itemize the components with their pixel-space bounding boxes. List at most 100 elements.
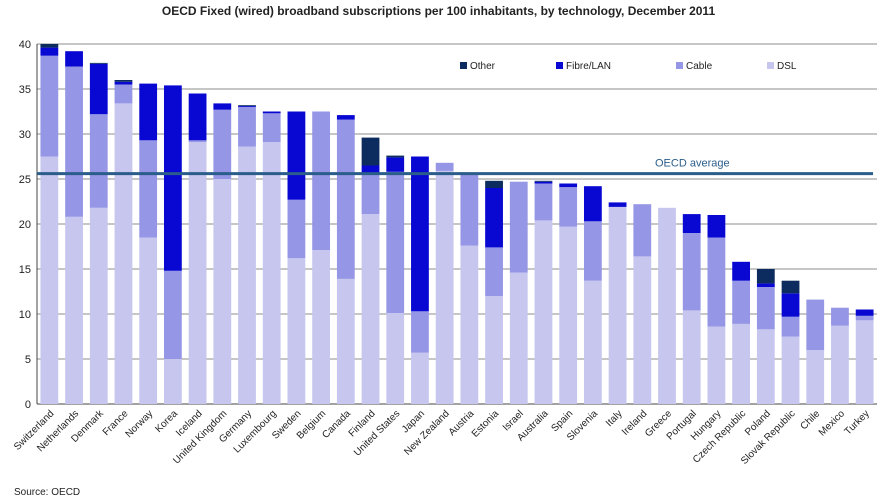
bar-segment <box>534 183 553 221</box>
bar-segment <box>781 293 800 317</box>
bar-segment <box>89 207 108 404</box>
bar-segment <box>707 215 726 238</box>
bar-segment <box>460 245 479 404</box>
legend-swatch <box>767 62 774 69</box>
bar-segment <box>435 170 454 404</box>
bar-segment <box>139 83 158 141</box>
bar-segment <box>89 62 108 64</box>
x-tick-label: Mexico <box>817 408 847 438</box>
bar-segment <box>386 171 405 314</box>
bar-segment <box>361 137 380 166</box>
bar-segment <box>460 172 479 246</box>
bar-segment <box>262 113 281 143</box>
y-tick-label: 20 <box>19 219 31 231</box>
bar-segment <box>386 157 405 172</box>
bar-segment <box>756 269 775 284</box>
bar-segment <box>756 283 775 287</box>
legend-swatch <box>460 62 467 69</box>
bar-segment <box>781 336 800 404</box>
bar-segment <box>608 202 627 207</box>
bar-segment <box>806 350 825 404</box>
bar-segment <box>40 55 59 157</box>
bar-segment <box>336 278 355 404</box>
bar-segment <box>163 270 182 359</box>
y-tick-label: 15 <box>19 264 31 276</box>
bar-segment <box>361 214 380 404</box>
bar-segment <box>238 107 256 147</box>
bar-segment <box>682 233 701 311</box>
bar-segment <box>559 187 578 227</box>
x-tick-label: Italy <box>604 408 625 429</box>
bar-segment <box>238 105 256 107</box>
bar-segment <box>411 352 429 404</box>
x-tick-label: Canada <box>320 408 353 441</box>
bar-segment <box>386 155 405 158</box>
bar-segment <box>831 307 849 326</box>
bar-segment <box>732 280 751 324</box>
bar-segment <box>40 44 59 48</box>
bar-segment <box>361 165 380 175</box>
bar-segment <box>163 359 182 404</box>
bar-segment <box>411 156 429 312</box>
bar-segment <box>65 66 83 217</box>
y-tick-label: 10 <box>19 309 31 321</box>
bar-segment <box>114 80 133 82</box>
bar-segment <box>188 142 207 404</box>
bar-segment <box>262 111 281 114</box>
y-tick-label: 30 <box>19 129 31 141</box>
bar-segment <box>633 256 652 404</box>
bar-segment <box>855 309 874 316</box>
bar-segment <box>732 261 751 281</box>
bar-segment <box>287 258 306 404</box>
bar-segment <box>781 316 800 337</box>
bar-segment <box>238 146 256 404</box>
bar-segment <box>262 142 281 404</box>
bar-segment <box>509 181 528 273</box>
bar-segment <box>287 199 306 259</box>
legend-label: DSL <box>777 61 797 72</box>
bar-segment <box>336 115 355 120</box>
bar-segment <box>855 320 874 404</box>
bar-segment <box>213 179 232 404</box>
bar-segment <box>583 221 602 281</box>
legend-label: Fibre/LAN <box>566 61 611 72</box>
bar-segment <box>213 103 232 110</box>
bar-segment <box>114 103 133 405</box>
bar-segment <box>139 237 158 404</box>
chart-title: OECD Fixed (wired) broadband subscriptio… <box>161 4 716 18</box>
legend-label: Other <box>470 61 496 72</box>
bar-segment <box>40 47 59 56</box>
x-tick-label: Turkey <box>843 408 872 437</box>
bar-segment <box>559 183 578 188</box>
bar-segment <box>163 85 182 271</box>
bar-segment <box>89 114 108 208</box>
y-tick-label: 35 <box>19 84 31 96</box>
bar-segment <box>188 140 207 143</box>
bar-segment <box>312 111 331 251</box>
bar-segment <box>361 174 380 215</box>
bar-segment <box>756 287 775 330</box>
bar-segment <box>89 63 108 115</box>
bar-segment <box>583 186 602 222</box>
bar-segment <box>312 250 331 404</box>
bar-segment <box>583 280 602 404</box>
bar-segment <box>633 204 652 257</box>
bar-segment <box>682 310 701 404</box>
bar-segment <box>756 329 775 404</box>
bar-segment <box>534 181 553 184</box>
bar-segment <box>608 206 627 404</box>
bar-segment <box>658 207 676 404</box>
bar-segment <box>806 299 825 350</box>
legend-label: Cable <box>686 61 713 72</box>
bar-segment <box>781 280 800 294</box>
bar-segment <box>287 111 306 200</box>
bar-segment <box>188 93 207 141</box>
bar-segment <box>559 226 578 404</box>
source-note: Source: OECD <box>14 487 81 498</box>
bar-segment <box>831 325 849 404</box>
bar-segment <box>238 106 256 107</box>
bar-segment <box>707 326 726 404</box>
bar-segment <box>509 272 528 404</box>
y-tick-label: 25 <box>19 174 31 186</box>
